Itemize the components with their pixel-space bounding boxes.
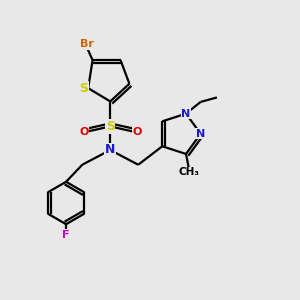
Text: F: F <box>62 230 70 239</box>
Text: N: N <box>182 109 190 118</box>
Text: O: O <box>79 127 88 137</box>
Text: N: N <box>196 129 205 139</box>
Text: CH₃: CH₃ <box>178 167 200 177</box>
Text: Br: Br <box>80 39 94 49</box>
Text: S: S <box>106 120 115 133</box>
Text: O: O <box>132 127 141 137</box>
Text: S: S <box>79 82 88 95</box>
Text: N: N <box>105 143 116 157</box>
